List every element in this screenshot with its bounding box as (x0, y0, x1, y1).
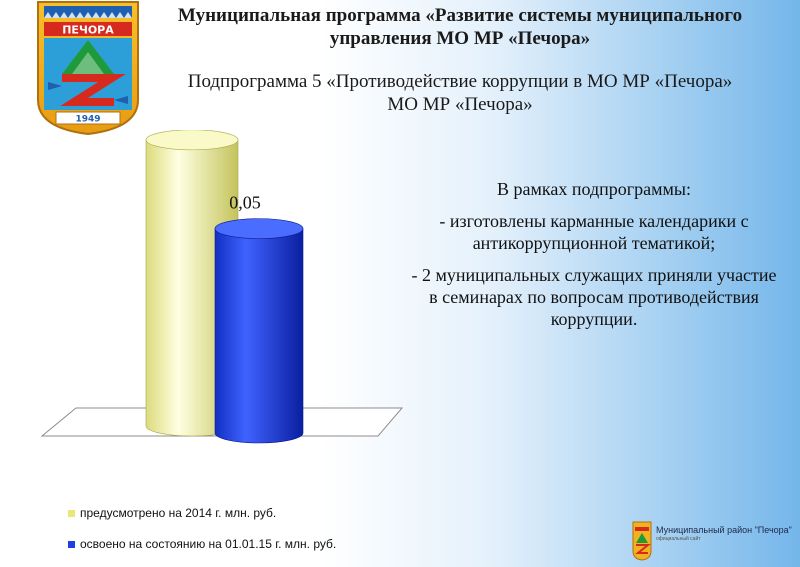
footer-logo-icon (632, 521, 652, 561)
legend-label-2: освоено на состоянию на 01.01.15 г. млн.… (80, 537, 337, 551)
footer-site-name: Муниципальный район "Печора" (656, 525, 792, 535)
bar-2: 0,05 (214, 193, 304, 444)
subtitle-line-2: МО МР «Печора» (387, 94, 533, 115)
crest-year-text: 1949 (75, 115, 100, 125)
legend-swatch-2 (68, 540, 75, 548)
crest-banner-text: ПЕЧОРА (62, 24, 114, 37)
right-text-item-1: - изготовлены карманные календарики с ан… (439, 211, 749, 253)
legend-item-2: освоено на состоянию на 01.01.15 г. млн.… (68, 536, 336, 552)
right-text-block: В рамках подпрограммы: - изготовлены кар… (408, 178, 780, 340)
page-subtitle: Подпрограмма 5 «Противодействие коррупци… (150, 70, 770, 116)
footer-branding: Муниципальный район "Печора" официальный… (632, 519, 798, 563)
chart-legend: предусмотрено на 2014 г. млн. руб. освое… (68, 505, 336, 567)
right-text-item-2: - 2 муниципальных служащих приняли участ… (411, 265, 777, 329)
legend-item-1: предусмотрено на 2014 г. млн. руб. (68, 505, 336, 521)
legend-label-1: предусмотрено на 2014 г. млн. руб. (80, 506, 277, 520)
title-line-2: управления МО МР «Печора» (329, 28, 591, 49)
right-text-heading: В рамках подпрограммы: (496, 179, 691, 199)
bar-1-top (145, 130, 239, 151)
bar-2-body (214, 228, 304, 444)
crest-emblem-icon: ПЕЧОРА 1949 (37, 1, 139, 136)
title-line-1: Муниципальная программа «Развитие систем… (177, 5, 743, 26)
bar-chart: 0,070,05 (40, 130, 404, 444)
page-title: Муниципальная программа «Развитие систем… (150, 4, 770, 50)
legend-swatch-1 (68, 509, 75, 517)
bar-2-top (214, 218, 304, 239)
subtitle-line-1: Подпрограмма 5 «Противодействие коррупци… (187, 71, 733, 92)
footer-site-sub: официальный сайт (656, 536, 701, 542)
data-label-2: 0,05 (229, 193, 261, 213)
